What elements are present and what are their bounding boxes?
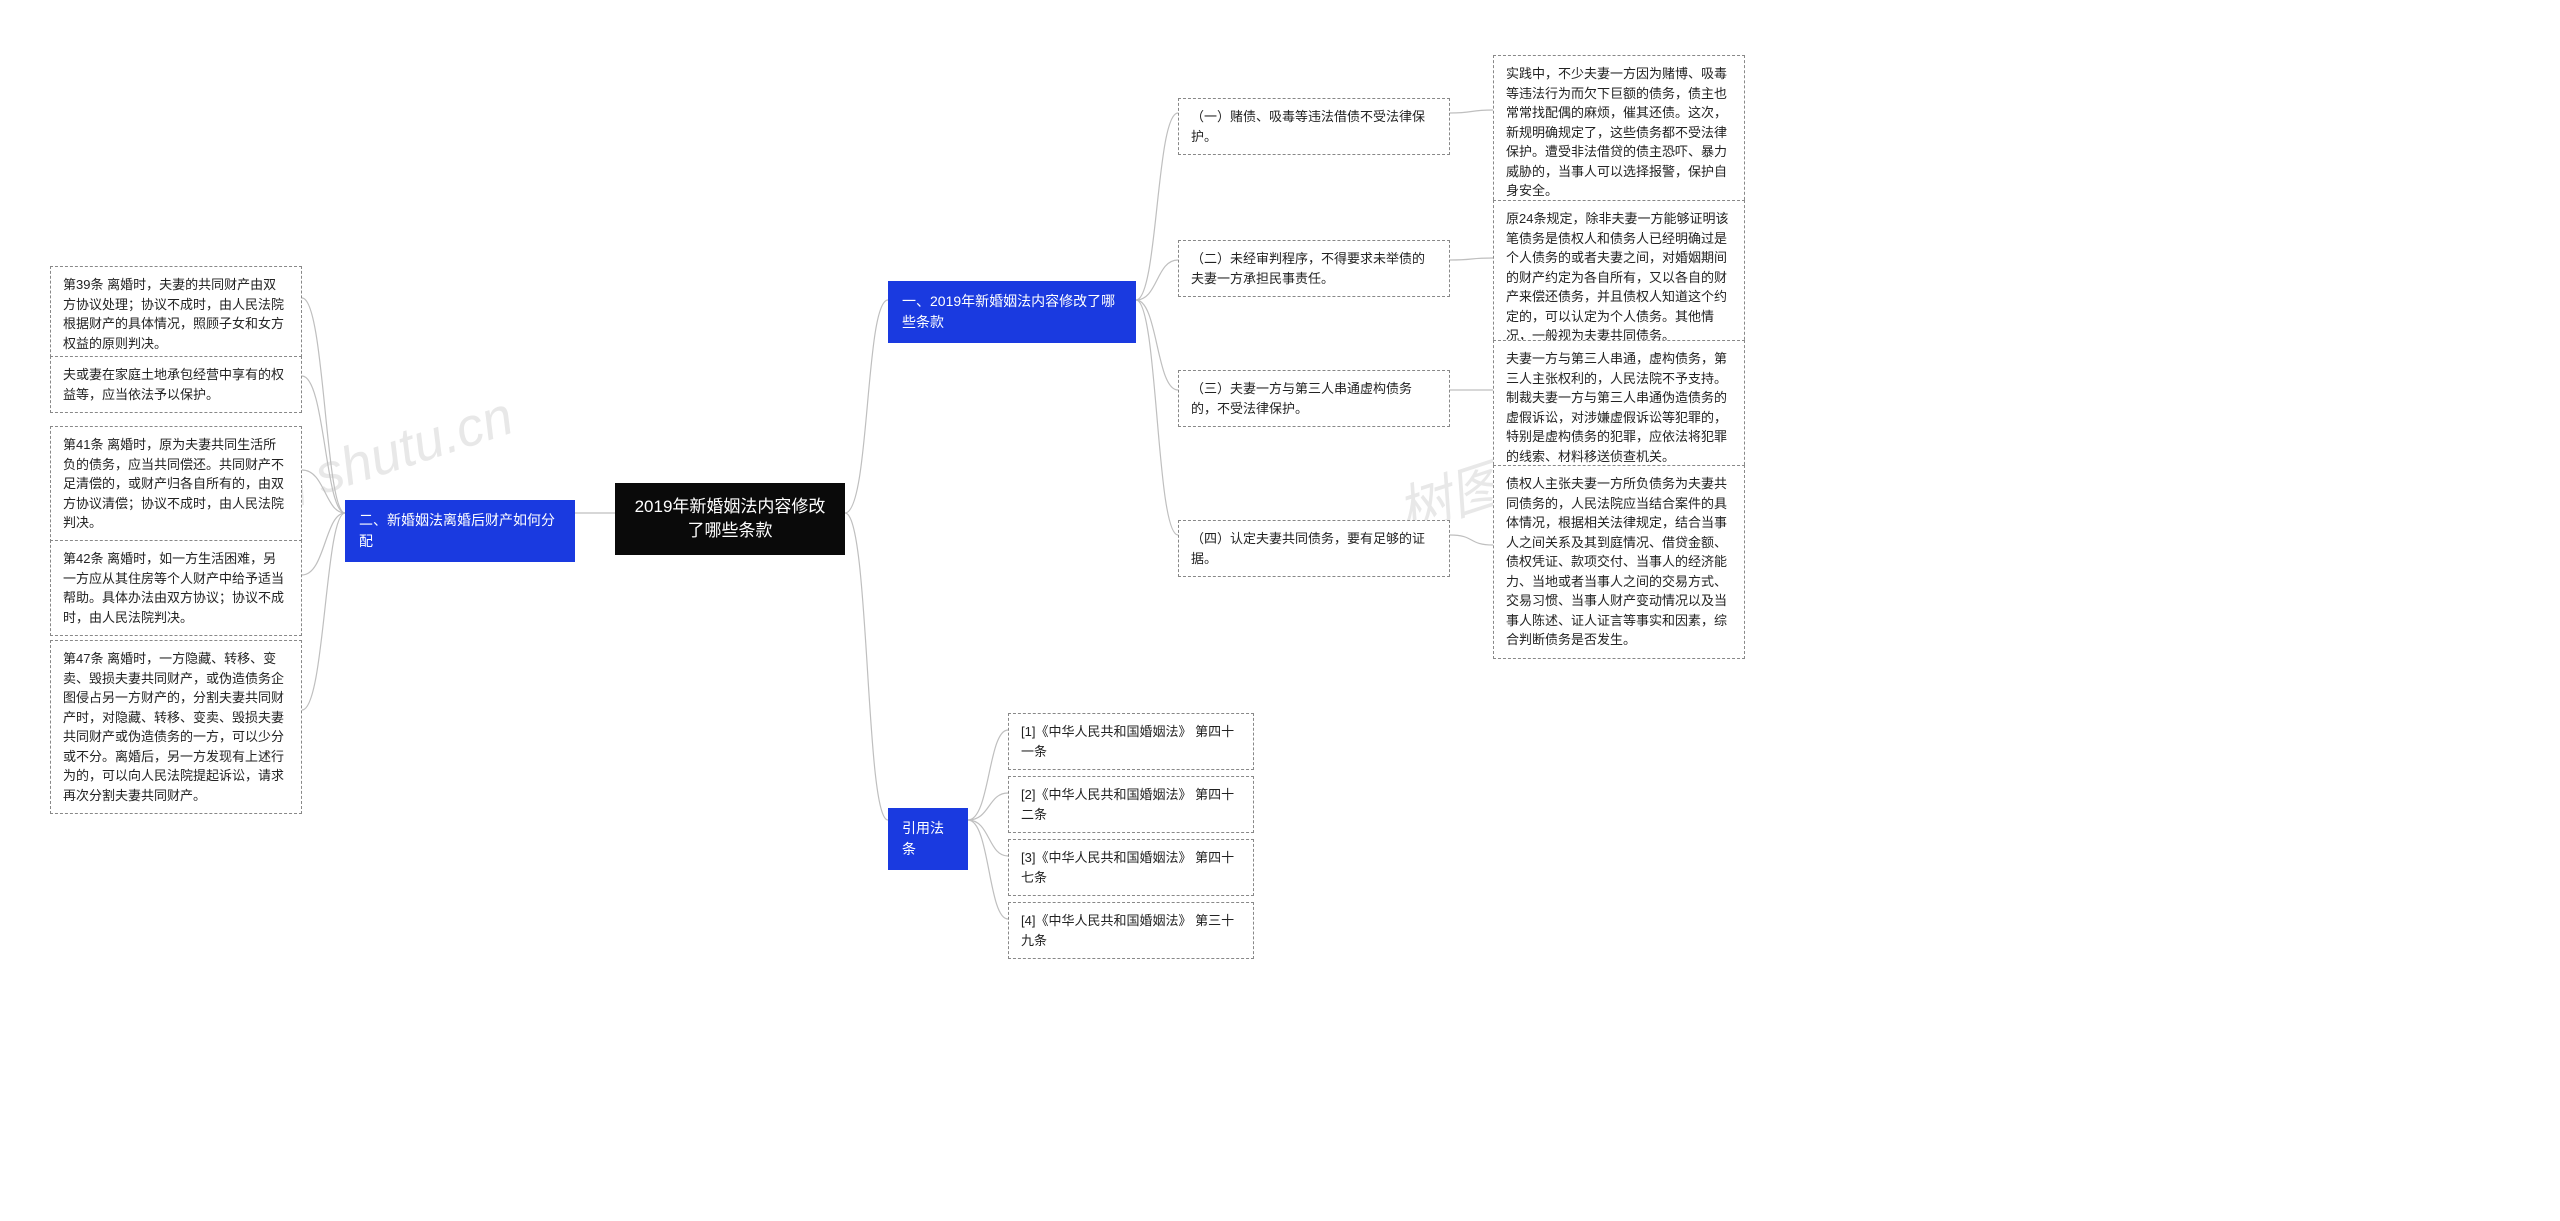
detail-evidence: 债权人主张夫妻一方所负债务为夫妻共同债务的，人民法院应当结合案件的具体情况，根据…: [1493, 465, 1745, 659]
leaf-collusion: （三）夫妻一方与第三人串通虚构债务的，不受法律保护。: [1178, 370, 1450, 427]
branch-amendments: 一、2019年新婚姻法内容修改了哪些条款: [888, 281, 1136, 343]
leaf-gambling-debt: （一）赌债、吸毒等违法借债不受法律保护。: [1178, 98, 1450, 155]
leaf-evidence: （四）认定夫妻共同债务，要有足够的证据。: [1178, 520, 1450, 577]
branch-property-division: 二、新婚姻法离婚后财产如何分配: [345, 500, 575, 562]
detail-trial-procedure: 原24条规定，除非夫妻一方能够证明该笔债务是债权人和债务人已经明确过是个人债务的…: [1493, 200, 1745, 355]
connector-layer: [0, 0, 2560, 1221]
detail-collusion: 夫妻一方与第三人串通，虚构债务，第三人主张权利的，人民法院不予支持。制裁夫妻一方…: [1493, 340, 1745, 475]
leaf-trial-procedure: （二）未经审判程序，不得要求未举债的夫妻一方承担民事责任。: [1178, 240, 1450, 297]
mindmap-root: 2019年新婚姻法内容修改了哪些条款: [615, 483, 845, 555]
leaf-land-rights: 夫或妻在家庭土地承包经营中享有的权益等，应当依法予以保护。: [50, 356, 302, 413]
leaf-article-39: 第39条 离婚时，夫妻的共同财产由双方协议处理；协议不成时，由人民法院根据财产的…: [50, 266, 302, 362]
citation-47: [3]《中华人民共和国婚姻法》 第四十七条: [1008, 839, 1254, 896]
leaf-article-47: 第47条 离婚时，一方隐藏、转移、变卖、毁损夫妻共同财产，或伪造债务企图侵占另一…: [50, 640, 302, 814]
citation-42: [2]《中华人民共和国婚姻法》 第四十二条: [1008, 776, 1254, 833]
citation-39: [4]《中华人民共和国婚姻法》 第三十九条: [1008, 902, 1254, 959]
leaf-article-41: 第41条 离婚时，原为夫妻共同生活所负的债务，应当共同偿还。共同财产不足清偿的，…: [50, 426, 302, 542]
branch-citations: 引用法条: [888, 808, 968, 870]
detail-gambling-debt: 实践中，不少夫妻一方因为赌博、吸毒等违法行为而欠下巨额的债务，债主也常常找配偶的…: [1493, 55, 1745, 210]
citation-41: [1]《中华人民共和国婚姻法》 第四十一条: [1008, 713, 1254, 770]
leaf-article-42: 第42条 离婚时，如一方生活困难，另一方应从其住房等个人财产中给予适当帮助。具体…: [50, 540, 302, 636]
